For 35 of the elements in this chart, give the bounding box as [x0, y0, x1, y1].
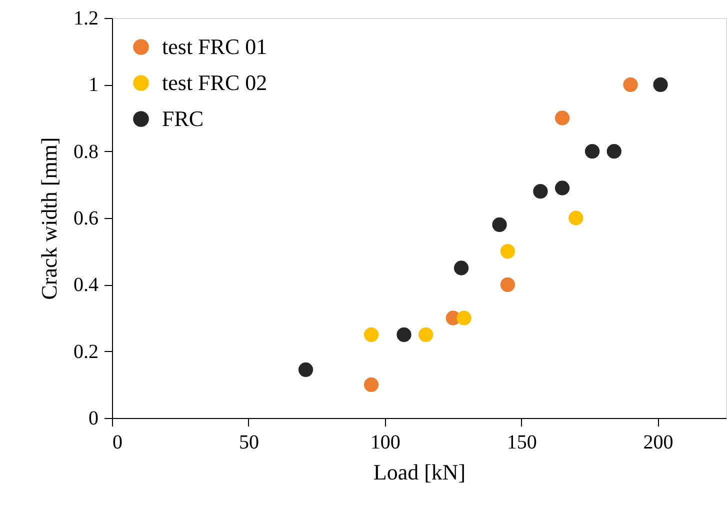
x-tick-label: 0 [112, 432, 122, 454]
x-tick-label: 100 [370, 432, 400, 454]
point [418, 327, 434, 342]
x-tick-label: 50 [238, 432, 259, 454]
y-tick-label: 0.8 [74, 140, 98, 163]
point [653, 77, 668, 92]
point [364, 327, 379, 342]
point [298, 362, 314, 377]
point [500, 244, 516, 259]
point [500, 277, 516, 292]
y-tick-label: 0 [88, 408, 98, 430]
y-tick-label: 1 [88, 74, 98, 96]
x-axis-title: Load [kN] [373, 460, 466, 484]
point [554, 110, 570, 126]
legend-label: FRC [162, 106, 204, 131]
legend-label: test FRC 02 [162, 70, 268, 95]
y-axis-title: Crack width [mm] [36, 137, 62, 300]
y-tick-label: 0.4 [74, 274, 98, 296]
point [606, 144, 622, 159]
point [454, 260, 469, 276]
y-tick-label: 0.2 [74, 340, 98, 363]
point [568, 210, 584, 226]
point [554, 180, 570, 196]
y-tick-label: 1.2 [74, 8, 98, 30]
point [584, 144, 600, 159]
point [364, 377, 379, 392]
point [492, 217, 507, 232]
x-tick-label: 200 [643, 432, 674, 454]
y-tick-label: 0.6 [74, 208, 98, 230]
legend-label: test FRC 01 [162, 34, 268, 59]
point [396, 327, 412, 342]
x-tick-label: 150 [506, 432, 537, 454]
point [623, 77, 638, 92]
point [456, 310, 472, 326]
point [533, 184, 548, 199]
